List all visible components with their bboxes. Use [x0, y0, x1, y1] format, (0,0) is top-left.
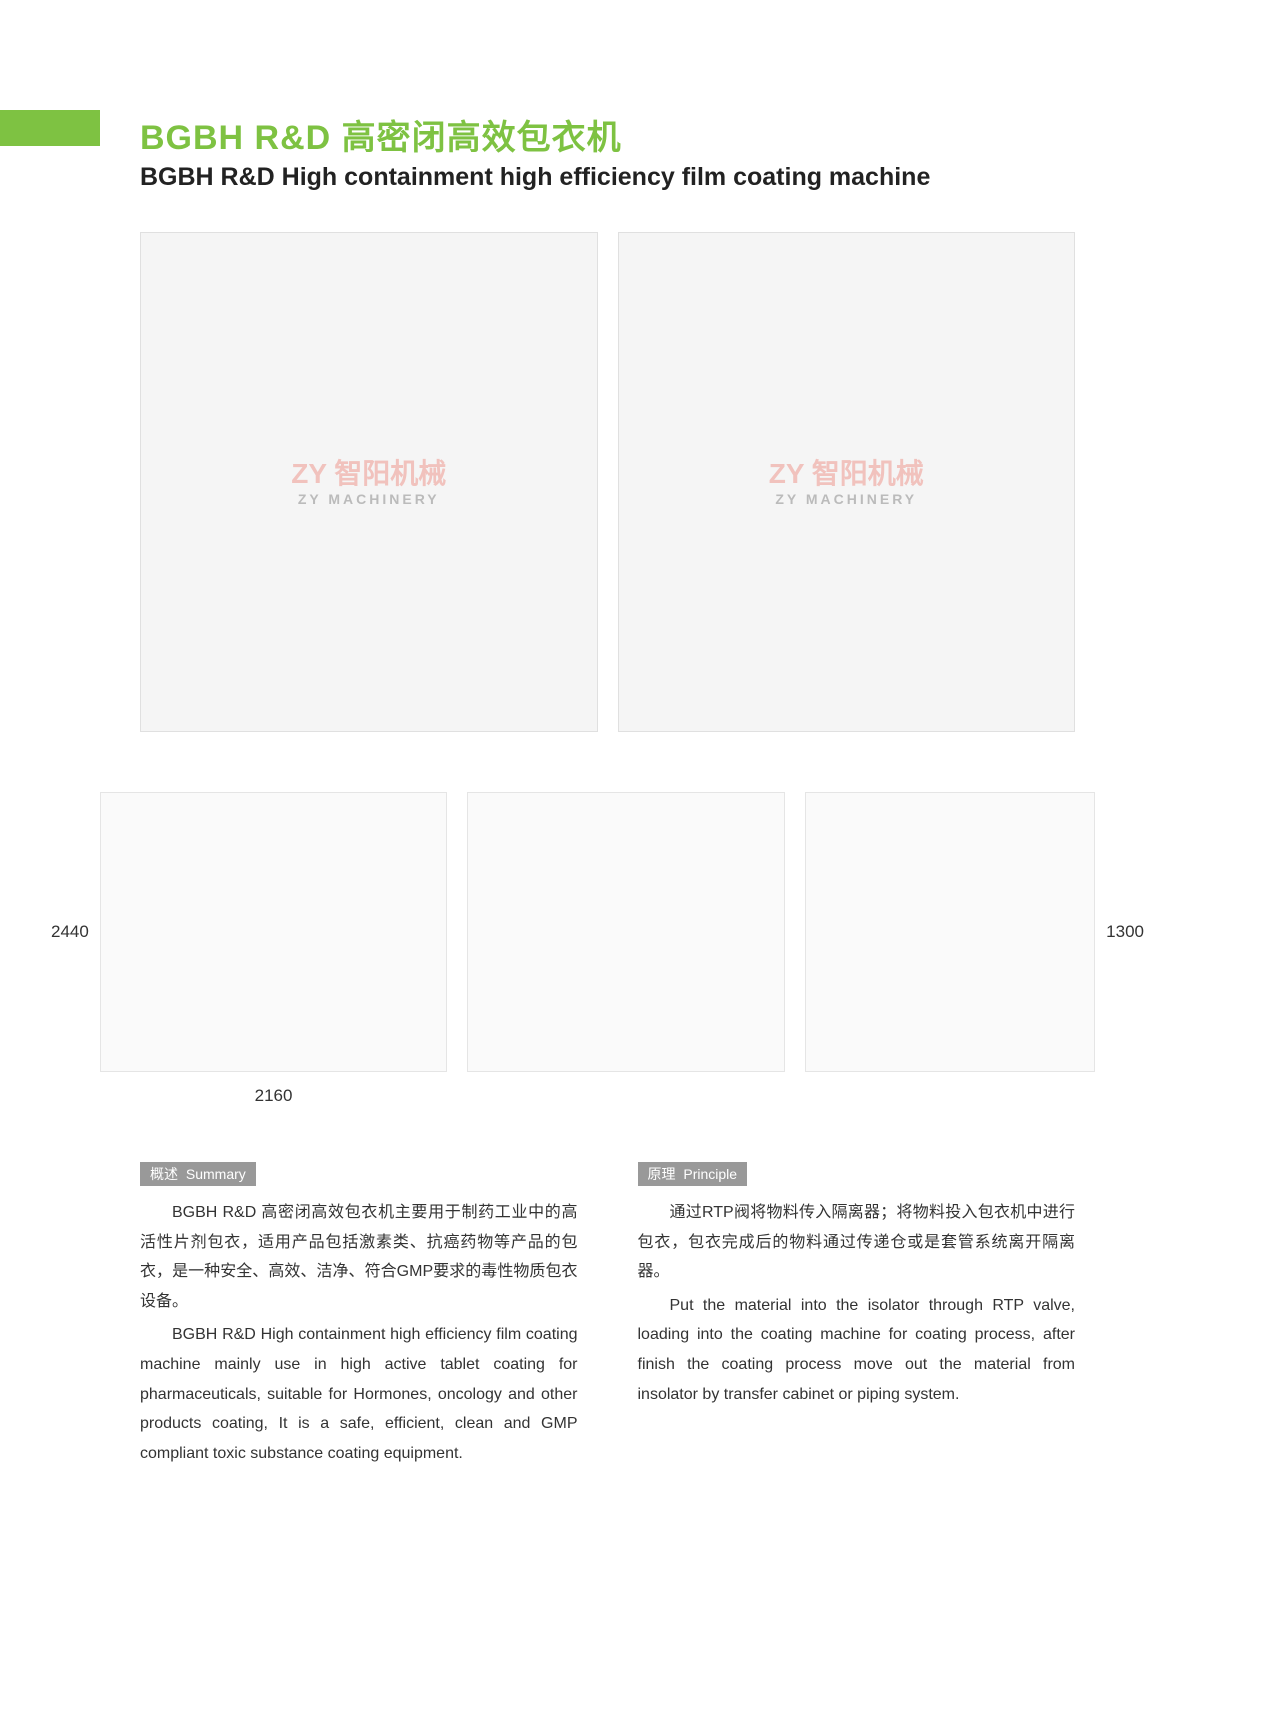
title-chinese: BGBH R&D 高密闭高效包衣机	[140, 110, 1175, 159]
principle-body: 通过RTP阀将物料传入隔离器；将物料投入包衣机中进行包衣，包衣完成后的物料通过传…	[638, 1198, 1076, 1409]
accent-bar	[0, 110, 100, 146]
watermark-1: ZY 智阳机械 ZY MACHINERY	[291, 457, 446, 507]
diagram-front: 2440 2160	[100, 792, 447, 1072]
diagram-iso	[467, 792, 785, 1072]
product-images: ZY 智阳机械 ZY MACHINERY ZY 智阳机械 ZY MACHINER…	[140, 232, 1075, 732]
text-content: 概述 Summary BGBH R&D 高密闭高效包衣机主要用于制药工业中的高活…	[140, 1162, 1075, 1472]
principle-tag-en: Principle	[683, 1166, 737, 1182]
summary-tag-cn: 概述	[150, 1166, 178, 1182]
title-english: BGBH R&D High containment high efficienc…	[140, 163, 1175, 192]
principle-tag: 原理 Principle	[638, 1162, 748, 1186]
principle-cn: 通过RTP阀将物料传入隔离器；将物料投入包衣机中进行包衣，包衣完成后的物料通过传…	[638, 1198, 1076, 1287]
principle-tag-cn: 原理	[648, 1166, 676, 1182]
summary-body: BGBH R&D 高密闭高效包衣机主要用于制药工业中的高活性片剂包衣，适用产品包…	[140, 1198, 578, 1468]
watermark-cn: 智阳机械	[334, 458, 446, 489]
machine-image-perspective: ZY 智阳机械 ZY MACHINERY	[618, 232, 1076, 732]
watermark-prefix: ZY	[291, 458, 326, 489]
summary-tag-en: Summary	[186, 1166, 246, 1182]
dimension-height: 2440	[51, 922, 89, 942]
dimension-depth: 1300	[1106, 922, 1144, 942]
diagram-side: 1300	[805, 792, 1095, 1072]
header: BGBH R&D 高密闭高效包衣机 BGBH R&D High containm…	[140, 110, 1175, 192]
summary-tag: 概述 Summary	[140, 1162, 256, 1186]
watermark-prefix: ZY	[769, 458, 804, 489]
page-container: BGBH R&D 高密闭高效包衣机 BGBH R&D High containm…	[0, 0, 1275, 1532]
watermark-cn: 智阳机械	[812, 458, 924, 489]
machine-image-front: ZY 智阳机械 ZY MACHINERY	[140, 232, 598, 732]
summary-column: 概述 Summary BGBH R&D 高密闭高效包衣机主要用于制药工业中的高活…	[140, 1162, 578, 1472]
principle-column: 原理 Principle 通过RTP阀将物料传入隔离器；将物料投入包衣机中进行包…	[638, 1162, 1076, 1472]
summary-en: BGBH R&D High containment high efficienc…	[140, 1320, 578, 1468]
principle-en: Put the material into the isolator throu…	[638, 1291, 1076, 1409]
technical-diagrams: 2440 2160 1300	[100, 762, 1095, 1102]
dimension-width: 2160	[255, 1086, 293, 1106]
watermark-2: ZY 智阳机械 ZY MACHINERY	[769, 457, 924, 507]
watermark-en: ZY MACHINERY	[291, 490, 446, 507]
watermark-en: ZY MACHINERY	[769, 490, 924, 507]
summary-cn: BGBH R&D 高密闭高效包衣机主要用于制药工业中的高活性片剂包衣，适用产品包…	[140, 1198, 578, 1316]
